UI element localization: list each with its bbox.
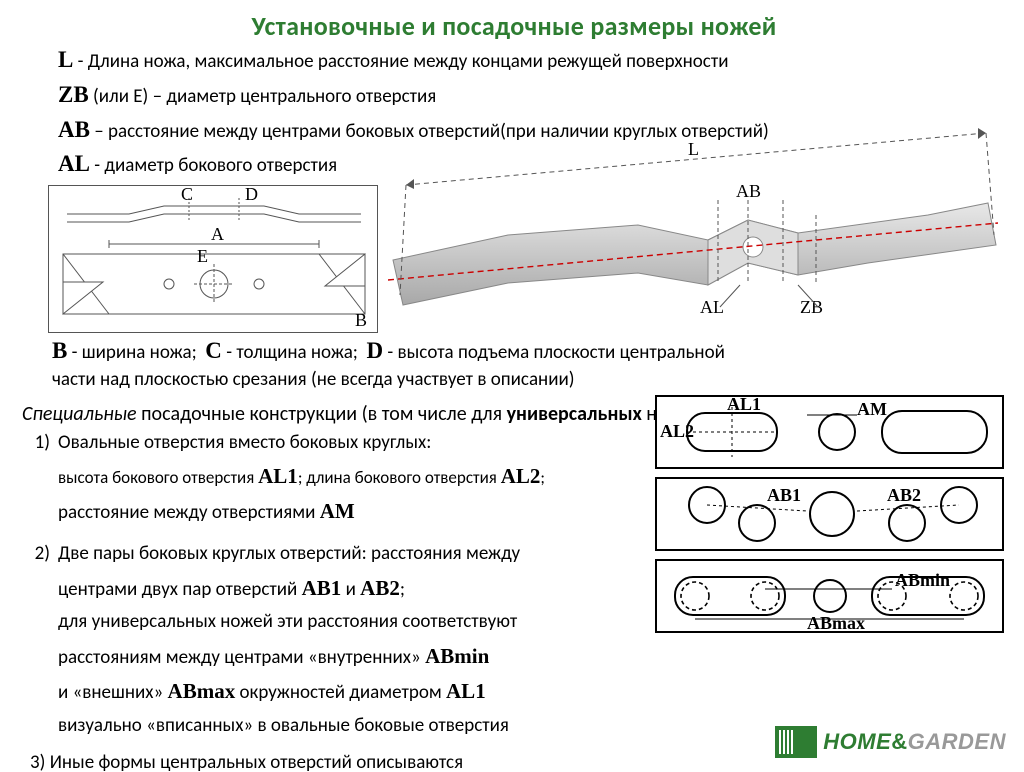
- svg-text:AM: AM: [857, 399, 887, 419]
- def-zb: ZB (или E) – диаметр центрального отверс…: [58, 81, 1006, 110]
- sym-l: L: [58, 47, 73, 72]
- left-diagram-svg: C D: [49, 186, 377, 332]
- page: Установочные и посадочные размеры ножей …: [0, 0, 1024, 772]
- svg-text:B: B: [355, 310, 367, 330]
- bcd-block: B - ширина ножа; C - толщина ножа; D - в…: [52, 337, 1006, 392]
- item-2: 2) Две пары боковых круглых отверстий: р…: [22, 541, 642, 746]
- def-l: L - Длина ножа, максимальное расстояние …: [58, 46, 1006, 75]
- svg-text:AB2: AB2: [887, 485, 921, 505]
- svg-text:ABmin: ABmin: [895, 570, 950, 590]
- label-l: L: [688, 139, 699, 159]
- mini-diagram-1: AL1 AL2 AM: [655, 395, 1004, 469]
- right-diagram-svg: L AB AL ZB: [388, 125, 998, 335]
- logo-mark-icon: [775, 726, 817, 758]
- diagram-row: C D: [48, 185, 1006, 333]
- svg-text:ABmax: ABmax: [807, 613, 865, 631]
- mini-diagram-2: AB1 AB2: [655, 477, 1004, 551]
- svg-text:AB1: AB1: [767, 485, 801, 505]
- svg-text:E: E: [197, 246, 208, 266]
- svg-text:D: D: [245, 186, 258, 204]
- page-title: Установочные и посадочные размеры ножей: [22, 10, 1006, 42]
- sym-ab: AB: [58, 117, 90, 142]
- brand-logo: HOME&GARDEN: [775, 726, 1006, 758]
- left-diagram: C D: [48, 185, 378, 333]
- sym-zb: ZB: [58, 82, 89, 107]
- svg-text:C: C: [181, 186, 193, 204]
- item-1: 1) Овальные отверстия вместо боковых кру…: [22, 430, 642, 534]
- right-diagram: L AB AL ZB: [388, 125, 1006, 325]
- sym-al: AL: [58, 151, 90, 176]
- bcd-line2: части над плоскостью срезания (не всегда…: [52, 368, 1006, 392]
- svg-text:AL1: AL1: [727, 397, 761, 414]
- special-list: 1) Овальные отверстия вместо боковых кру…: [22, 430, 642, 772]
- svg-text:AL2: AL2: [660, 421, 694, 441]
- label-ab-r: AB: [736, 181, 761, 201]
- mini-diagram-3: ABmin ABmax: [655, 559, 1004, 633]
- svg-text:A: A: [211, 224, 224, 244]
- mini-diagram-column: AL1 AL2 AM AB1 AB2: [655, 395, 1004, 641]
- item-3: 3) Иные формы центральных отверстий опис…: [22, 750, 642, 772]
- logo-text: HOME&GARDEN: [823, 729, 1006, 755]
- bcd-line1: B - ширина ножа; C - толщина ножа; D - в…: [52, 337, 1006, 366]
